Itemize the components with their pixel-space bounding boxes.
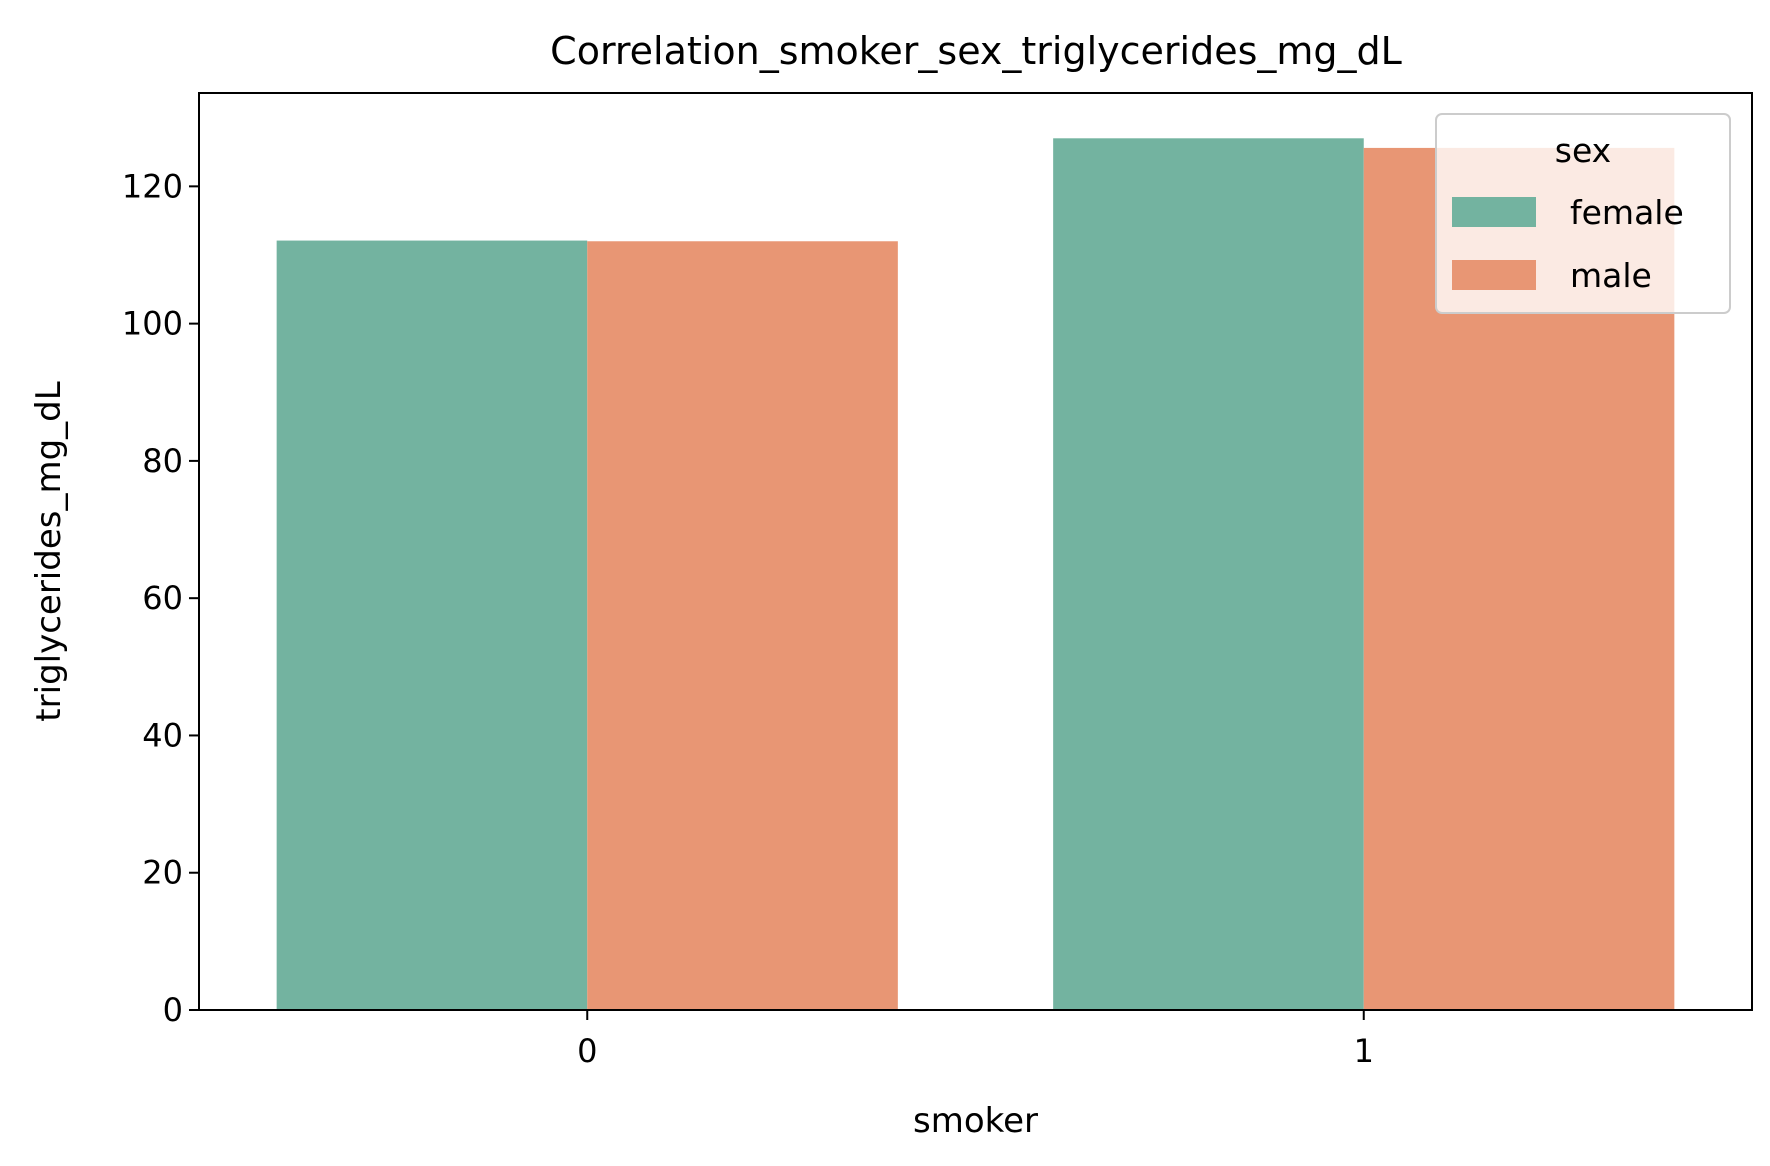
legend-swatch-female: [1452, 197, 1536, 227]
chart-title: Correlation_smoker_sex_triglycerides_mg_…: [550, 29, 1402, 73]
x-tick-label: 0: [577, 1032, 597, 1070]
y-tick-label: 20: [142, 854, 183, 892]
y-tick-label: 80: [142, 442, 183, 480]
legend-label-male: male: [1570, 256, 1652, 295]
x-axis-label: smoker: [913, 1101, 1038, 1141]
y-tick-label: 0: [163, 991, 183, 1029]
y-axis-label: triglycerides_mg_dL: [29, 381, 69, 721]
bar-female-0: [276, 240, 588, 1010]
legend-items: female male: [1452, 193, 1684, 295]
legend-label-female: female: [1570, 193, 1684, 232]
plot-area-frame: [198, 92, 1753, 1011]
y-tick-label: 120: [122, 167, 183, 205]
legend-swatch-male: [1452, 260, 1536, 290]
bar-female-1: [1053, 138, 1364, 1010]
y-tick-label: 60: [142, 579, 183, 617]
y-tick-label: 100: [122, 305, 183, 343]
x-tick-label: 1: [1354, 1032, 1374, 1070]
y-tick-label: 40: [142, 716, 183, 754]
legend: sex female male: [1435, 113, 1731, 314]
legend-title: sex: [1555, 131, 1611, 170]
bar-male-0: [587, 241, 898, 1010]
y-axis-ticks: 0 20 40 60 80 100 120: [122, 167, 199, 1029]
